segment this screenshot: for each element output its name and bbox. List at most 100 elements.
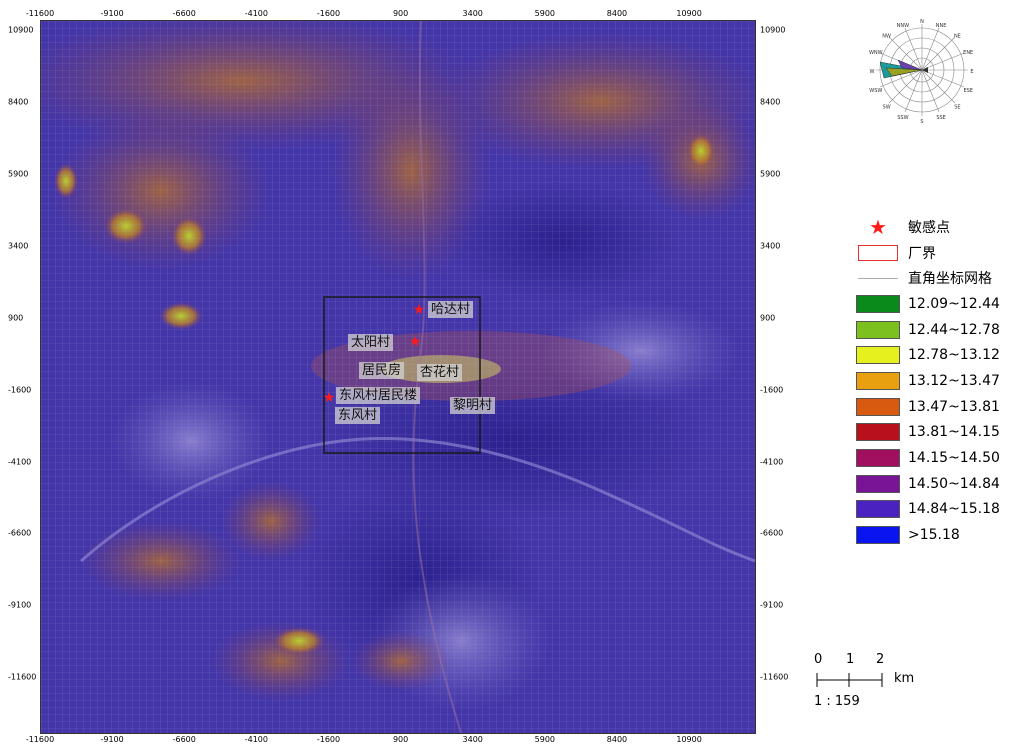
legend-label: 敏感点	[908, 219, 950, 236]
legend-color-swatch	[856, 371, 900, 390]
axis-tick-label: 8400	[760, 97, 781, 107]
axis-tick-label: 8400	[606, 9, 628, 18]
place-label-hada: 哈达村	[428, 301, 474, 318]
map-legend: ★ 敏感点 厂界 直角坐标网格 12.09~12.44 12.44~12.78 12…	[856, 214, 1023, 548]
legend-class-row: 12.09~12.44	[856, 291, 1023, 317]
axis-tick-label: 8400	[606, 735, 628, 744]
sensitive-point-icon: ★	[408, 334, 422, 350]
legend-class-row: 13.12~13.47	[856, 368, 1023, 394]
axis-tick-label: 5900	[8, 169, 29, 179]
wind-direction-label: NNE	[936, 23, 947, 29]
legend-class-row: 14.50~14.84	[856, 471, 1023, 497]
legend-label: 直角坐标网格	[908, 271, 992, 288]
axis-tick-label: -4100	[244, 735, 268, 744]
wind-direction-label: N	[920, 19, 924, 25]
axis-tick-label: -4100	[8, 457, 32, 466]
boundary-swatch	[858, 244, 898, 261]
wind-direction-label: E	[970, 69, 973, 75]
legend-class-row: 13.81~14.15	[856, 420, 1023, 446]
axis-tick-label: 900	[8, 313, 24, 323]
legend-color-swatch	[856, 449, 900, 468]
wind-direction-label: SW	[883, 104, 891, 110]
axis-tick-label: -1600	[760, 385, 784, 395]
legend-class-row: >15.18	[856, 522, 1023, 548]
axis-tick-label: -6600	[760, 528, 784, 538]
wind-direction-label: WNW	[869, 50, 883, 56]
axis-tick-label: 900	[392, 735, 409, 744]
axis-tick-label: 900	[760, 313, 776, 323]
legend-color-swatch	[856, 500, 900, 519]
axis-tick-label: 5900	[534, 735, 556, 744]
axis-tick-label: -11600	[25, 735, 55, 744]
axis-tick-label: 900	[392, 9, 409, 18]
wind-direction-label: WSW	[869, 88, 882, 94]
legend-class-label: 13.81~14.15	[908, 424, 1000, 441]
axis-tick-label: 5900	[760, 169, 781, 179]
axis-tick-label: 3400	[462, 9, 483, 18]
axis-tick-label: -9100	[100, 9, 124, 18]
axis-tick-label: 10900	[8, 25, 34, 35]
scale-unit: km	[894, 671, 915, 686]
wind-direction-label: NE	[954, 34, 961, 40]
axis-tick-label: -11600	[25, 9, 55, 18]
legend-class-label: 14.50~14.84	[908, 475, 1000, 492]
wind-direction-label: NNW	[897, 23, 909, 29]
axis-tick-label: 3400	[462, 735, 483, 744]
legend-color-swatch	[856, 526, 900, 545]
legend-color-swatch	[856, 294, 900, 313]
map-canvas[interactable]: ★ 哈达村 ★ 太阳村 居民房 杏花村 ★ 东风村居民楼 东风村 黎明村	[40, 20, 756, 734]
axis-tick-label: -4100	[760, 457, 784, 466]
axis-tick-label: 10900	[760, 25, 786, 35]
axis-tick-label: -1600	[316, 9, 341, 18]
axis-tick-label: -9100	[760, 600, 784, 610]
axis-tick-label: -1600	[316, 735, 341, 744]
axis-tick-label: 10900	[676, 735, 702, 744]
legend-class-label: 12.44~12.78	[908, 321, 1000, 338]
legend-color-swatch	[856, 423, 900, 442]
axis-tick-label: -11600	[8, 672, 37, 682]
axis-tick-label: -6600	[8, 528, 32, 538]
place-label-xinghua: 杏花村	[417, 364, 463, 381]
sensitive-point-icon: ★	[322, 390, 336, 406]
axis-tick-label: -6600	[172, 9, 196, 18]
legend-class-row: 14.15~14.50	[856, 445, 1023, 471]
sensitive-point-icon: ★	[412, 302, 426, 318]
star-icon: ★	[869, 214, 887, 239]
wind-direction-label: ESE	[963, 88, 973, 94]
legend-class-label: >15.18	[908, 527, 960, 544]
wind-rose: N NNE NE ENE E ESE SE SSE S SSW SW WSW W WNW NW NNW	[869, 19, 974, 125]
legend-class-label: 13.12~13.47	[908, 372, 1000, 389]
grid-line-swatch	[858, 277, 898, 279]
scale-tick-2: 2	[876, 652, 885, 667]
scale-tick-0: 0	[814, 652, 823, 667]
axis-tick-label: -11600	[760, 672, 789, 682]
axis-tick-label: 8400	[8, 97, 29, 107]
legend-label: 厂界	[908, 245, 936, 262]
axis-tick-label: -1600	[8, 385, 32, 395]
wind-direction-label: SE	[954, 104, 960, 110]
axis-tick-label: -9100	[100, 735, 124, 744]
legend-class-label: 13.47~13.81	[908, 398, 1000, 415]
scale-bar: 0 1 2 km 1 : 159	[814, 652, 924, 709]
legend-grid: 直角坐标网格	[856, 265, 1023, 291]
scale-ratio: 1 : 159	[814, 694, 860, 709]
scale-bar-line	[816, 673, 883, 687]
axis-tick-label: 5900	[534, 9, 556, 18]
wind-direction-label: ENE	[963, 50, 973, 56]
wind-direction-label: W	[870, 69, 875, 75]
axis-tick-label: 3400	[8, 241, 29, 251]
axis-tick-label: -6600	[172, 735, 196, 744]
wind-direction-label: SSE	[936, 115, 946, 121]
legend-class-row: 12.78~13.12	[856, 342, 1023, 368]
legend-plant-boundary: 厂界	[856, 240, 1023, 266]
axis-tick-label: 10900	[676, 9, 702, 18]
place-label-jumin: 居民房	[359, 362, 405, 379]
scale-tick-1: 1	[846, 652, 855, 667]
axis-tick-label: -4100	[244, 9, 268, 18]
legend-class-row: 13.47~13.81	[856, 394, 1023, 420]
legend-class-label: 14.84~15.18	[908, 501, 1000, 518]
place-label-dongfeng-residence: 东风村居民楼	[336, 387, 421, 404]
legend-sensitive-point: ★ 敏感点	[856, 214, 1023, 240]
legend-color-swatch	[856, 397, 900, 416]
wind-direction-label: S	[920, 119, 923, 125]
